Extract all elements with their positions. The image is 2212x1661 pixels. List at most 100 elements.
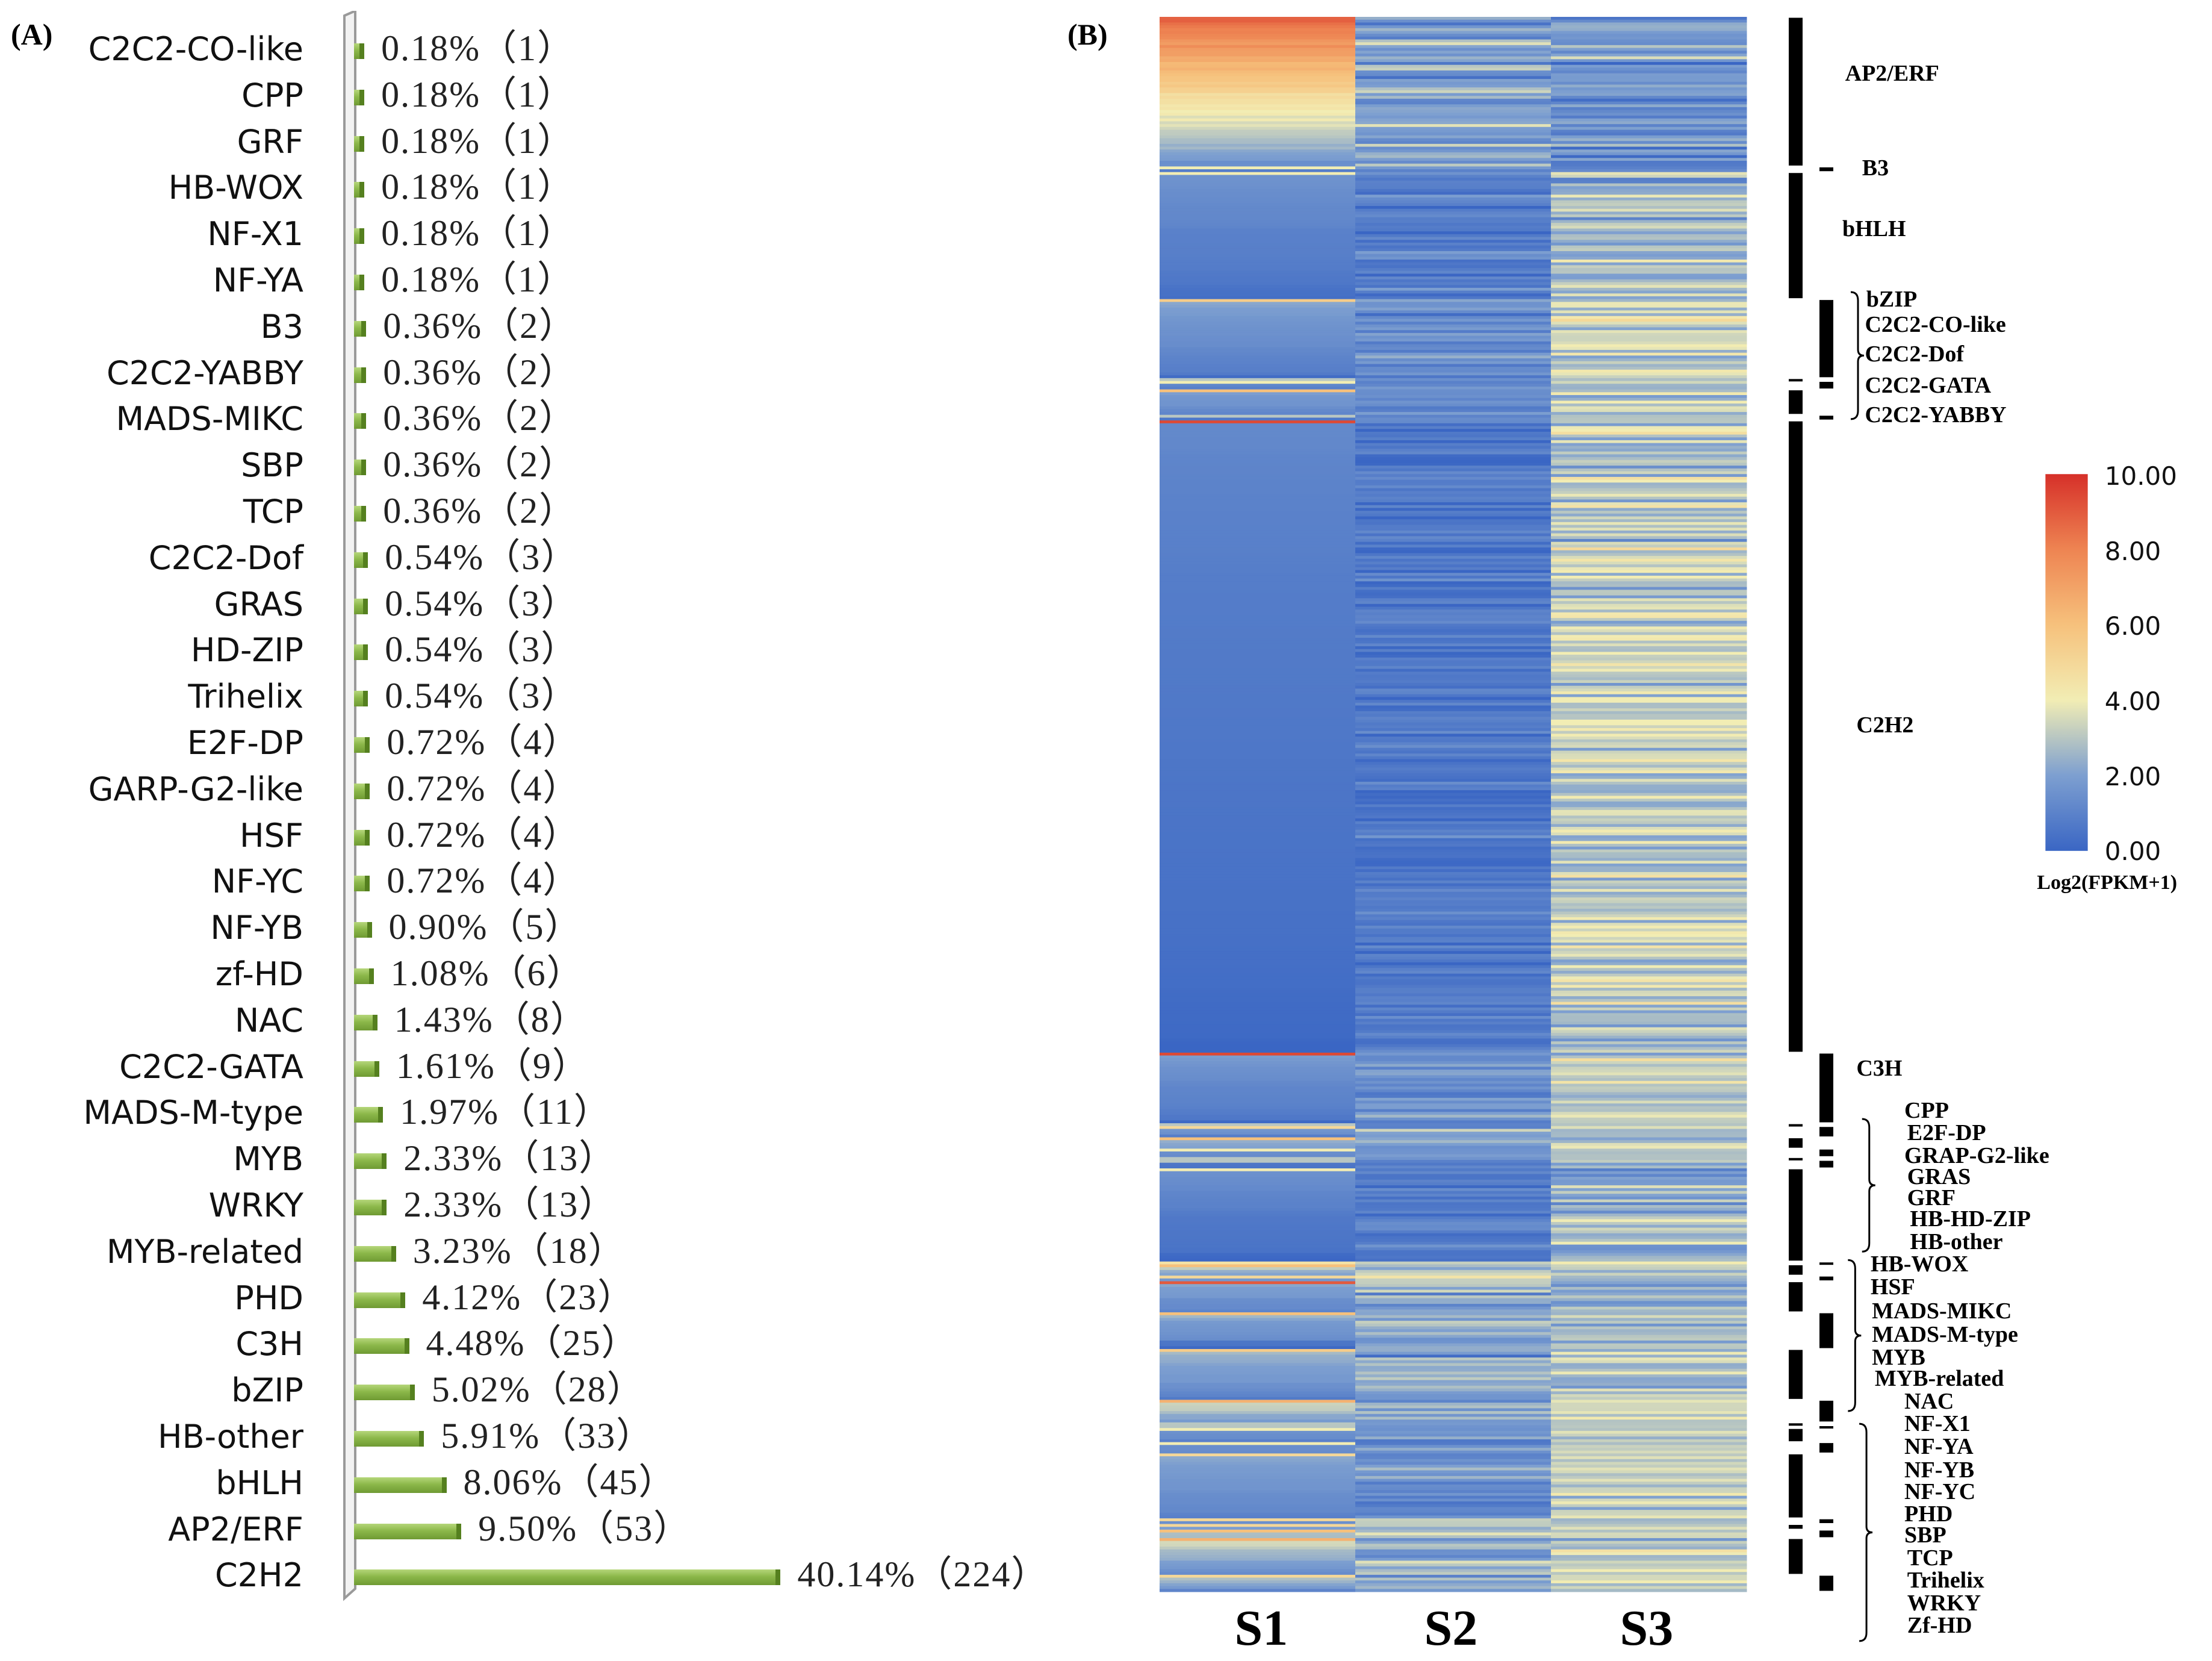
heatmap-cell [1160,956,1356,960]
heatmap-cell [1551,1490,1747,1494]
heatmap-cell [1160,358,1356,362]
heatmap-cell [1355,1070,1552,1073]
family-label: HSF [1870,1274,1915,1300]
percent-text: 0.36% [383,398,483,438]
heatmap-cell [1355,1067,1552,1070]
heatmap-cell [1355,378,1552,382]
heatmap-cell [1551,809,1747,814]
heatmap-cell [1551,1162,1747,1166]
heatmap-cell [1160,101,1356,105]
heatmap-cell [1160,1024,1356,1028]
heatmap-cell [1355,812,1552,816]
family-label: HB-WOX [1870,1251,1969,1277]
heatmap-cell [1355,248,1552,252]
category-label: C2C2-CO-like [88,30,303,68]
heatmap-cell [1355,945,1552,949]
heatmap-cell [1355,508,1552,511]
heatmap-cell [1355,276,1552,280]
heatmap-cell [1160,1214,1356,1217]
heatmap-cell [1160,815,1356,819]
heatmap-cell [1160,779,1356,782]
heatmap-cell [1160,923,1356,926]
heatmap-cell [1160,1078,1356,1082]
heatmap-cell [1355,254,1552,257]
heatmap-cell [1551,211,1747,215]
category-label: C2C2-GATA [119,1047,303,1086]
heatmap-cell [1355,680,1552,684]
heatmap-cell [1355,869,1552,873]
heatmap-cell [1551,1301,1747,1304]
bar [354,1477,447,1493]
heatmap-cell [1551,431,1747,435]
heatmap-cell [1551,322,1747,325]
heatmap-cell [1355,290,1552,294]
count-text: 4 [523,768,543,808]
heatmap-cell [1355,849,1552,853]
heatmap-cell [1355,214,1552,218]
heatmap-cell [1551,423,1747,427]
heatmap-cell [1160,528,1356,531]
heatmap-cell [1355,225,1552,229]
heatmap-cell [1355,649,1552,652]
heatmap-cell [1355,737,1552,740]
percent-text: 1.61% [396,1046,496,1086]
heatmap-cell [1355,48,1552,51]
heatmap-cell [1160,1267,1356,1271]
heatmap-cell [1551,694,1747,697]
heatmap-cell [1551,573,1747,576]
heatmap-cell [1160,59,1356,63]
heatmap-cell [1551,1142,1747,1147]
heatmap-cell [1551,220,1747,223]
category-label: CPP [241,76,303,114]
heatmap-cell [1551,1518,1747,1522]
heatmap-cell [1551,1391,1747,1395]
heatmap-cell [1160,460,1356,463]
heatmap-cell [1551,826,1747,830]
heatmap-cell [1355,1583,1552,1587]
bar [354,275,365,290]
heatmap-cell [1160,553,1356,556]
category-label: E2F-DP [187,724,303,762]
heatmap-cell [1160,307,1356,311]
heatmap-cell [1355,169,1552,173]
colorbar-tick-label: 10.00 [2104,461,2177,491]
heatmap-cell [1551,874,1747,878]
heatmap-cell [1355,307,1552,311]
heatmap-cell [1355,959,1552,963]
heatmap-cell [1355,880,1552,884]
heatmap-cell [1160,1259,1356,1262]
heatmap-cell [1160,793,1356,796]
heatmap-cell [1551,793,1747,796]
heatmap-cell [1160,655,1356,658]
category-label: Trihelix [188,678,303,716]
heatmap-cell [1551,302,1747,305]
heatmap-cell [1551,1281,1747,1285]
heatmap-cell [1160,1340,1356,1344]
value-label: 5.91%（33） [441,1416,654,1456]
heatmap-cell [1355,609,1552,613]
heatmap-cell [1355,1239,1552,1242]
heatmap-cell [1160,1484,1356,1488]
heatmap-cell [1160,1547,1356,1550]
heatmap-cell [1551,1061,1747,1065]
heatmap-cell [1355,240,1552,243]
heatmap-cell [1355,1058,1552,1062]
heatmap-cell [1551,93,1747,96]
heatmap-cell [1551,251,1747,255]
heatmap-cell [1551,717,1747,720]
heatmap-cell [1551,1425,1747,1429]
heatmap-cell [1551,101,1747,105]
heatmap-cell [1355,1292,1552,1296]
heatmap-cell [1551,1416,1747,1420]
count-text: 2 [520,444,539,485]
heatmap-cell [1355,603,1552,607]
value-label: 0.18%（1） [381,260,575,299]
heatmap-cell [1160,1095,1356,1099]
heatmap-cell [1160,1270,1356,1273]
heatmap-cell [1551,296,1747,300]
percent-text: 0.18% [381,74,481,114]
heatmap-cell [1160,1366,1356,1370]
heatmap-cell [1160,104,1356,108]
heatmap-cell [1355,208,1552,212]
heatmap-cell [1160,282,1356,285]
